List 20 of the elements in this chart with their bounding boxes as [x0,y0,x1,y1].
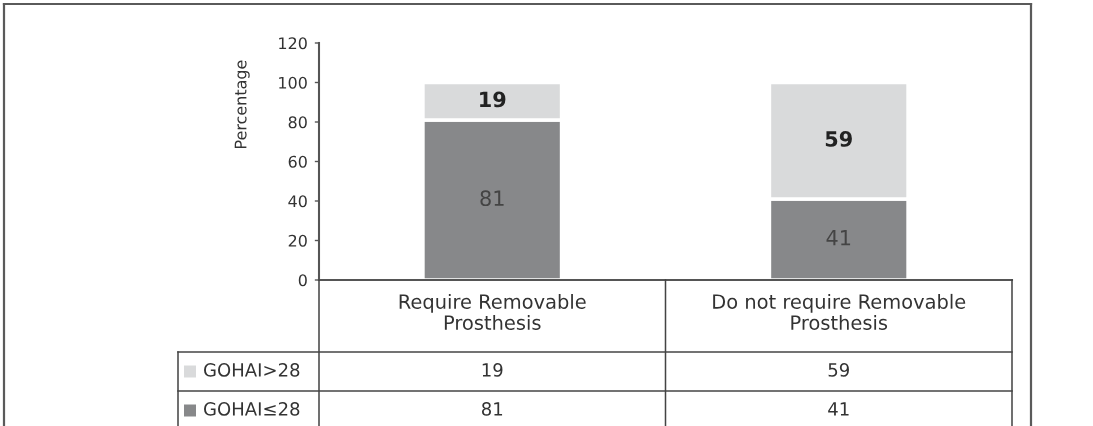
y-tick-label: 40 [288,195,307,208]
y-axis-title: Percentage [234,60,250,148]
data-label: 59 [828,363,849,377]
x-tick-label: Require Removable Prosthesis [399,293,586,330]
data-label: 81 [481,402,503,416]
annotation: 41 [826,230,851,246]
annotation: 59 [825,131,852,147]
y-tick-label: 120 [279,37,307,50]
data-label: 19 [482,363,503,377]
y-tick-label: 80 [288,116,307,129]
x-tick-label: Do not require Removable Prosthesis [713,293,966,330]
y-tick-label: 60 [288,155,307,168]
annotation: 81 [480,190,504,207]
y-tick-label: 0 [298,274,307,287]
annotation: 19 [480,91,506,108]
legend-label: GOHAI>28 [204,363,300,377]
data-label: 41 [828,402,849,416]
y-tick-label: 100 [279,76,307,89]
legend-label: GOHAI≤28 [204,402,300,416]
y-tick-label: 20 [288,234,307,247]
